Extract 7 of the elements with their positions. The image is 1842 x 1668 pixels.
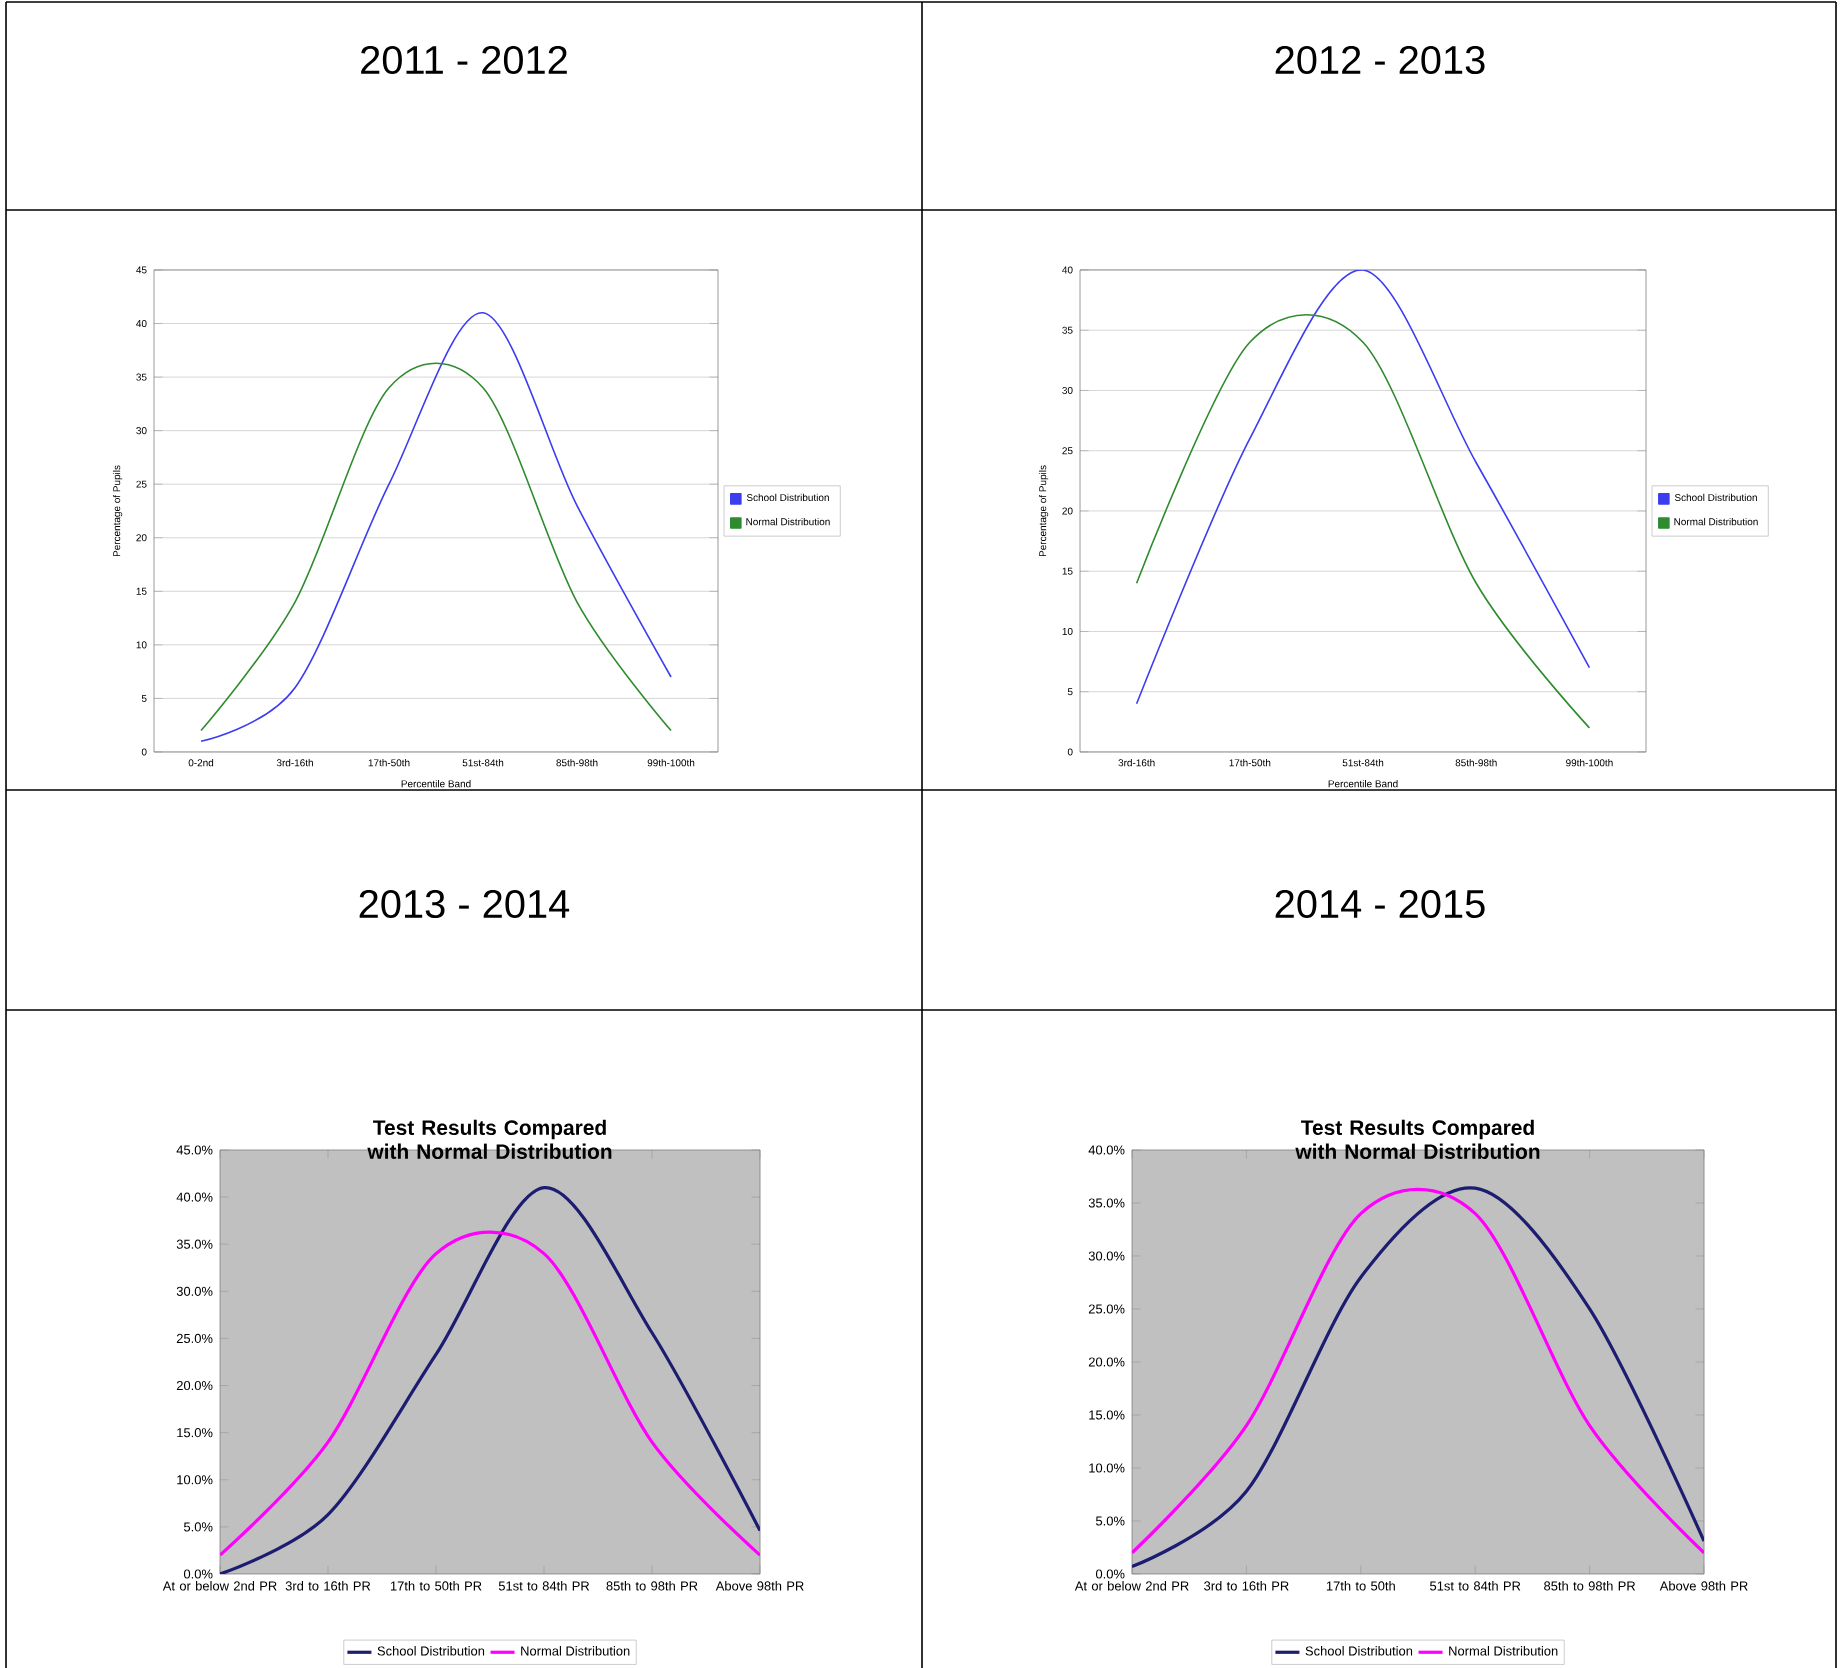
chart-title: 2012 - 2013	[1275, 45, 1485, 75]
chart-title: 2011 - 2012	[361, 45, 567, 75]
chart-subtitle: Test Results Compared with Normal Distribution	[1295, 1119, 1540, 1159]
chart-title: 2013 - 2014	[359, 889, 570, 919]
line-series	[220, 1186, 761, 1574]
chart-subtitle: Test Results Compared with Normal Distribution	[367, 1119, 612, 1159]
chart-title: 2014 - 2015	[1275, 889, 1485, 919]
